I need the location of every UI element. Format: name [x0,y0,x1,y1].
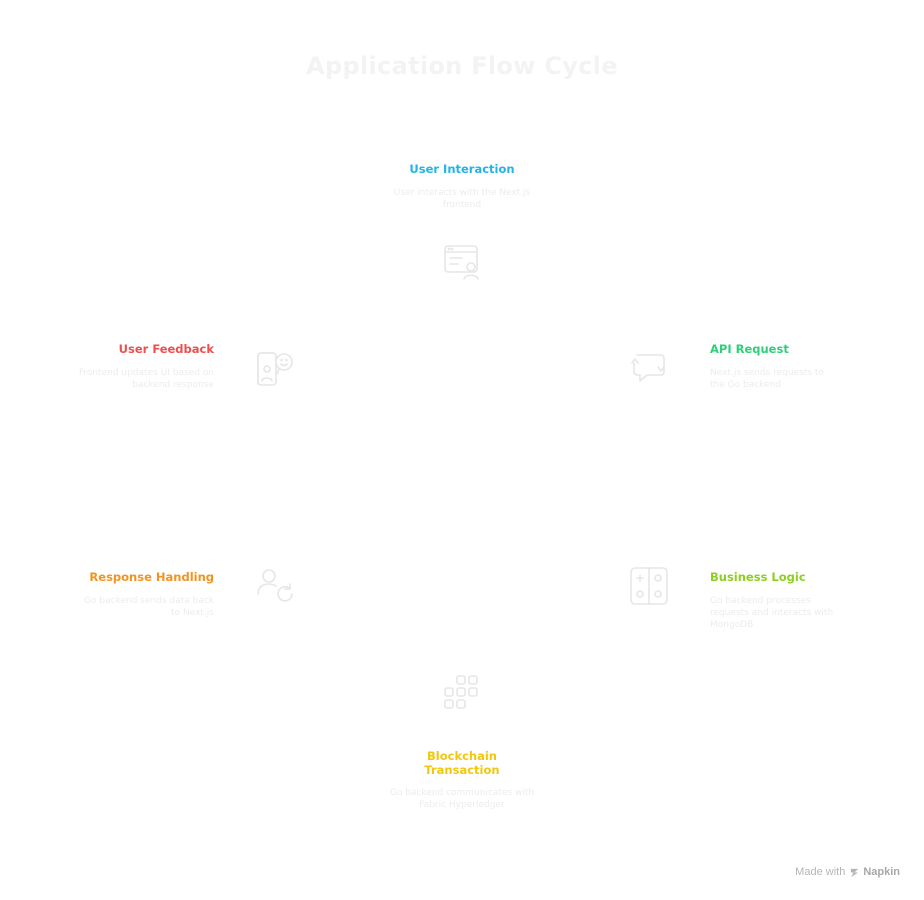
node-desc-blockchain-transaction: Go backend communicates with Fabric Hype… [389,788,535,810]
napkin-watermark: Made with Napkin [795,866,900,878]
blocks-icon [442,673,482,713]
node-title-response-handling: Response Handling [89,570,214,584]
napkin-brand-label: Napkin [863,866,900,878]
control-panel-icon [629,566,669,606]
node-desc-api-request: Next.js sends requests to the Go backend [710,368,824,390]
message-arrows-icon [629,349,669,389]
node-title-user-interaction: User Interaction [409,162,515,176]
napkin-brand: Napkin [849,866,900,878]
node-title-user-feedback: User Feedback [118,342,214,356]
browser-user-icon [442,242,482,282]
user-refresh-icon [255,566,295,606]
node-title-business-logic: Business Logic [710,570,806,584]
node-desc-response-handling: Go backend sends data back to Next.js [84,596,214,618]
napkin-logo-icon [851,868,859,877]
made-with-label: Made with [795,866,846,878]
node-desc-user-feedback: Frontend updates UI based on backend res… [78,368,214,390]
diagram-title: Application Flow Cycle [306,52,618,80]
node-desc-user-interaction: User interacts with the Next.js frontend [393,188,531,210]
user-feedback-icon [255,349,295,389]
node-title-api-request: API Request [710,342,789,356]
node-desc-business-logic: Go backend processes requests and intera… [710,596,834,630]
node-title-blockchain-transaction: Blockchain Transaction [424,749,500,777]
